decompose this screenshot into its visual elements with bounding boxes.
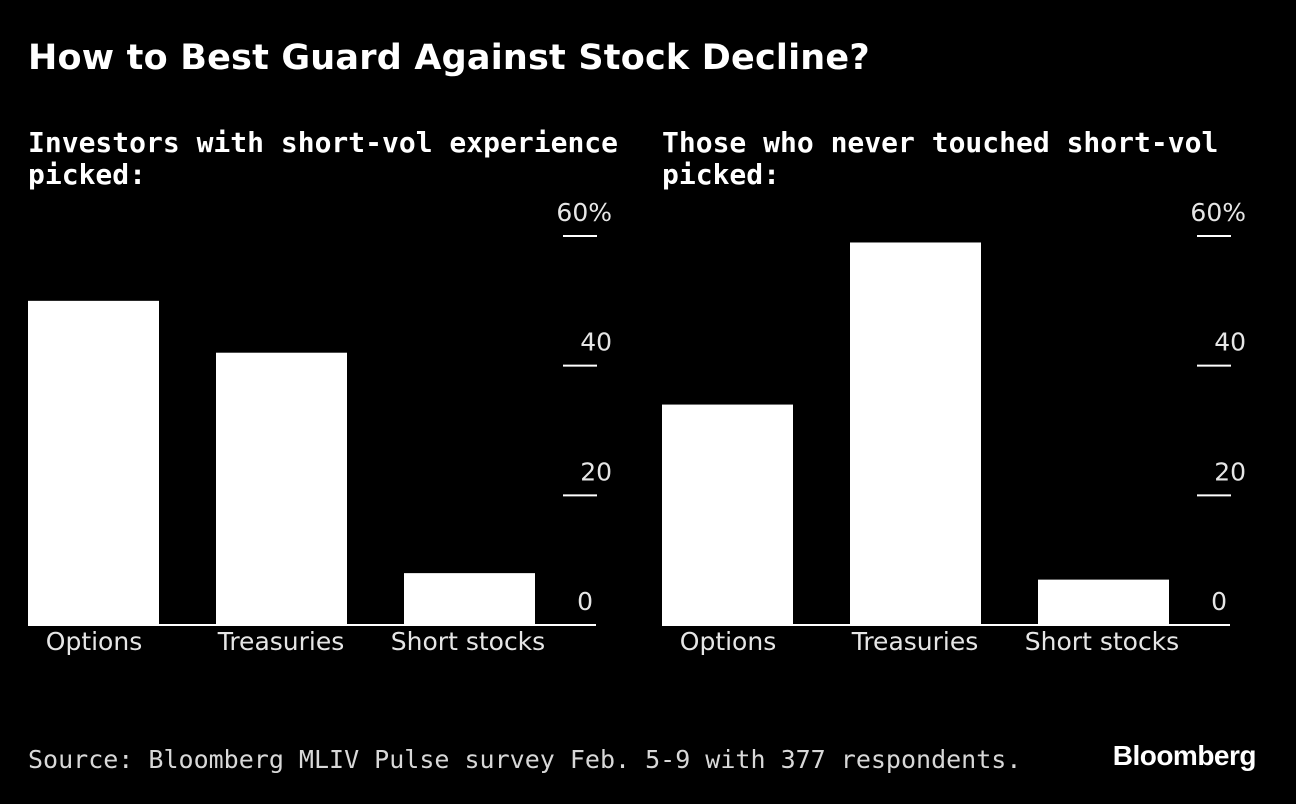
category-label: Treasuries <box>217 627 345 656</box>
chart-title: How to Best Guard Against Stock Decline? <box>28 38 870 78</box>
category-label: Short stocks <box>1025 627 1179 656</box>
chart-panel-2: 0 20 40 60% Options Treasuries Short stocks <box>662 198 1246 656</box>
category-label: Treasuries <box>851 627 979 656</box>
y-tick-label: 20 <box>1214 457 1246 486</box>
bar-treasuries <box>216 352 347 625</box>
y-tick-label: 60% <box>556 198 612 227</box>
bloomberg-logo: Bloomberg <box>1112 740 1257 771</box>
y-tick-label: 40 <box>580 328 612 357</box>
y-tick-label: 20 <box>580 457 612 486</box>
y-tick-label: 60% <box>1190 198 1246 227</box>
category-label: Options <box>680 627 776 656</box>
bar-short-stocks <box>404 573 535 625</box>
bar-options <box>662 404 793 625</box>
y-tick-label: 40 <box>1214 328 1246 357</box>
bar-short-stocks <box>1038 579 1169 625</box>
y-tick-label: 0 <box>1211 587 1227 616</box>
category-label: Short stocks <box>391 627 545 656</box>
chart-panel-1: 0 20 40 60% Options Treasuries Short stocks <box>28 198 612 656</box>
left-panel-subtitle: Investors with short-vol experience pick… <box>28 126 619 191</box>
category-label: Options <box>46 627 142 656</box>
bar-options <box>28 300 159 625</box>
right-panel-subtitle: Those who never touched short-vol picked… <box>662 126 1219 191</box>
y-tick-label: 0 <box>577 587 593 616</box>
source-note: Source: Bloomberg MLIV Pulse survey Feb.… <box>28 745 1022 774</box>
bar-treasuries <box>850 242 981 625</box>
